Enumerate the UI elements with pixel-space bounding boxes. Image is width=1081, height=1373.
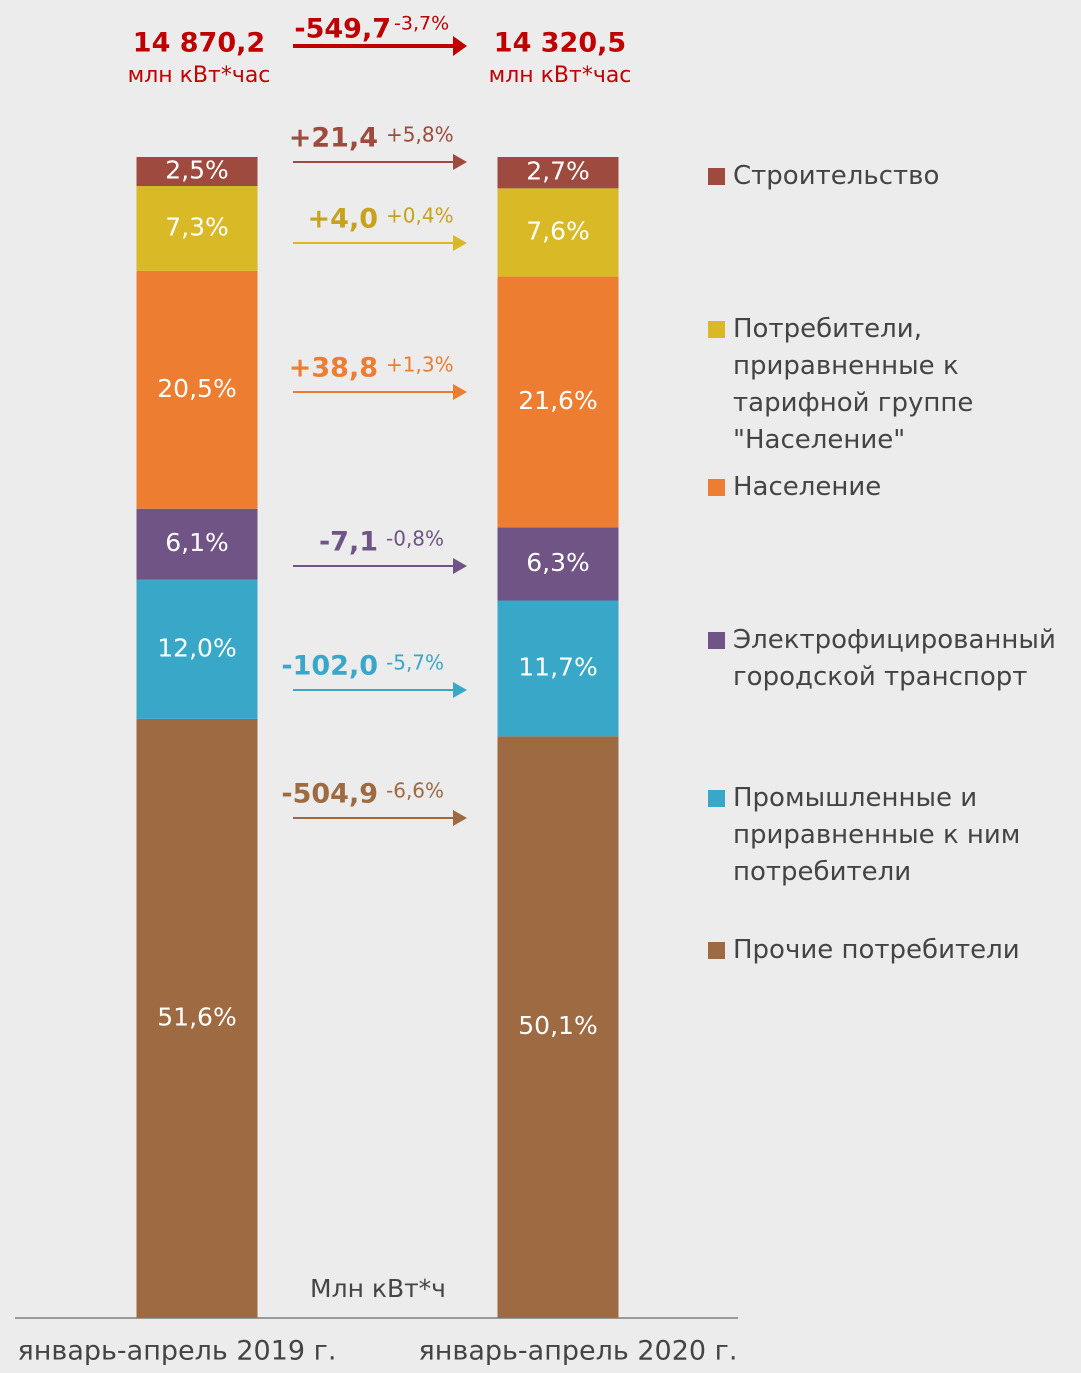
total-label: 14 320,5 <box>494 28 626 59</box>
legend-item: Потребители, приравненные к тарифной гру… <box>708 311 1078 459</box>
legend-item: Население <box>708 469 1078 506</box>
segment-label: 11,7% <box>518 652 597 681</box>
bar-segment <box>497 527 619 601</box>
arrow-head <box>453 36 467 56</box>
segment-label: 2,7% <box>526 157 590 186</box>
bar-segment <box>497 736 619 1318</box>
legend-swatch <box>708 632 725 649</box>
legend-item: Электрофицированный городской транспорт <box>708 622 1078 696</box>
legend-swatch <box>708 321 725 338</box>
arrow-head <box>453 682 467 698</box>
change-pct-label: -5,7% <box>386 651 444 675</box>
legend-label: Прочие потребители <box>733 935 1020 965</box>
x-tick-label: январь-апрель 2020 г. <box>419 1336 738 1367</box>
bar-segment <box>497 157 619 189</box>
change-pct-label: +0,4% <box>386 204 454 228</box>
segment-label: 6,1% <box>165 528 229 557</box>
legend-label: Строительство <box>733 161 940 191</box>
legend-label: Потребители, приравненные к тарифной гру… <box>733 314 974 455</box>
bar-segment <box>136 508 258 580</box>
legend-item: Прочие потребители <box>708 932 1078 969</box>
arrow-head <box>453 154 467 170</box>
segment-label: 7,6% <box>526 216 590 245</box>
bar-segment <box>136 270 258 509</box>
legend-swatch <box>708 790 725 807</box>
legend-label: Промышленные и приравненные к ним потреб… <box>733 783 1021 887</box>
legend-item: Строительство <box>708 158 1078 195</box>
segment-label: 51,6% <box>157 1002 236 1031</box>
change-label: +21,4 <box>289 123 378 154</box>
change-label: +4,0 <box>308 204 378 235</box>
total-change: -549,7 <box>294 14 391 45</box>
legend-label: Электрофицированный городской транспорт <box>733 625 1056 692</box>
segment-label: 50,1% <box>518 1011 597 1040</box>
change-pct-label: +1,3% <box>386 353 454 377</box>
unit-label: Млн кВт*ч <box>310 1274 446 1303</box>
total-change-pct: -3,7% <box>394 13 449 35</box>
bar-segment <box>136 186 258 271</box>
segment-label: 6,3% <box>526 548 590 577</box>
change-label: -504,9 <box>281 779 378 810</box>
bar-segment <box>136 718 258 1318</box>
arrow-head <box>453 235 467 251</box>
legend-swatch <box>708 168 725 185</box>
x-tick-label: январь-апрель 2019 г. <box>18 1336 337 1367</box>
segment-label: 20,5% <box>157 374 236 403</box>
segment-label: 7,3% <box>165 212 229 241</box>
arrow-head <box>453 384 467 400</box>
change-pct-label: +5,8% <box>386 123 454 147</box>
arrow-head <box>453 810 467 826</box>
legend-item: Промышленные и приравненные к ним потреб… <box>708 780 1078 891</box>
change-label: -102,0 <box>281 651 378 682</box>
total-unit: млн кВт*час <box>128 63 271 88</box>
bar-segment <box>497 600 619 737</box>
bar-segment <box>497 188 619 277</box>
segment-label: 2,5% <box>165 156 229 185</box>
total-label: 14 870,2 <box>133 28 265 59</box>
change-label: -7,1 <box>319 527 378 558</box>
change-pct-label: -0,8% <box>386 527 444 551</box>
segment-label: 21,6% <box>518 386 597 415</box>
legend-swatch <box>708 479 725 496</box>
bar-segment <box>497 276 619 528</box>
change-pct-label: -6,6% <box>386 779 444 803</box>
change-label: +38,8 <box>289 353 378 384</box>
bar-segment <box>136 157 258 187</box>
arrow-head <box>453 558 467 574</box>
legend-label: Население <box>733 472 882 502</box>
segment-label: 12,0% <box>157 633 236 662</box>
bar-segment <box>136 579 258 719</box>
legend-swatch <box>708 942 725 959</box>
total-unit: млн кВт*час <box>489 63 632 88</box>
